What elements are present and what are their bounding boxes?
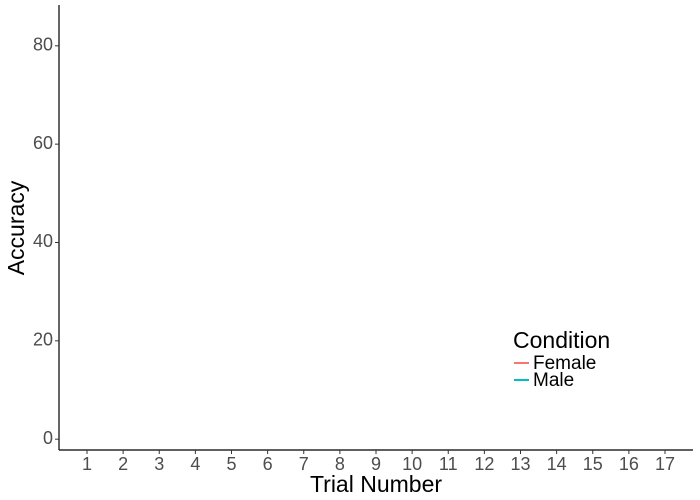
- x-tick-label: 14: [547, 454, 567, 474]
- x-tick-label: 1: [82, 454, 92, 474]
- x-tick-label: 8: [335, 454, 345, 474]
- y-tick-label: 60: [33, 133, 53, 153]
- x-tick-label: 7: [299, 454, 309, 474]
- x-tick-label: 11: [439, 454, 458, 474]
- x-tick-label: 16: [619, 454, 639, 474]
- x-tick-label: 6: [263, 454, 273, 474]
- x-tick-label: 15: [583, 454, 603, 474]
- x-tick-label: 12: [474, 454, 494, 474]
- x-axis-title: Trial Number: [310, 471, 442, 497]
- x-tick-label: 10: [402, 454, 422, 474]
- legend-label: Male: [533, 370, 574, 391]
- x-tick-label: 5: [226, 454, 236, 474]
- x-tick-label: 3: [154, 454, 164, 474]
- y-tick-label: 20: [33, 330, 53, 350]
- x-tick-label: 4: [190, 454, 200, 474]
- x-tick-label: 9: [371, 454, 381, 474]
- legend-title: Condition: [513, 327, 610, 353]
- x-tick-label: 17: [655, 454, 675, 474]
- x-tick-label: 2: [118, 454, 128, 474]
- x-tick-label: 13: [510, 454, 530, 474]
- legend-label: Female: [533, 353, 596, 374]
- y-axis-title: Accuracy: [3, 180, 29, 275]
- y-tick-label: 80: [33, 35, 53, 55]
- y-tick-label: 0: [43, 428, 53, 448]
- y-tick-label: 40: [33, 231, 53, 251]
